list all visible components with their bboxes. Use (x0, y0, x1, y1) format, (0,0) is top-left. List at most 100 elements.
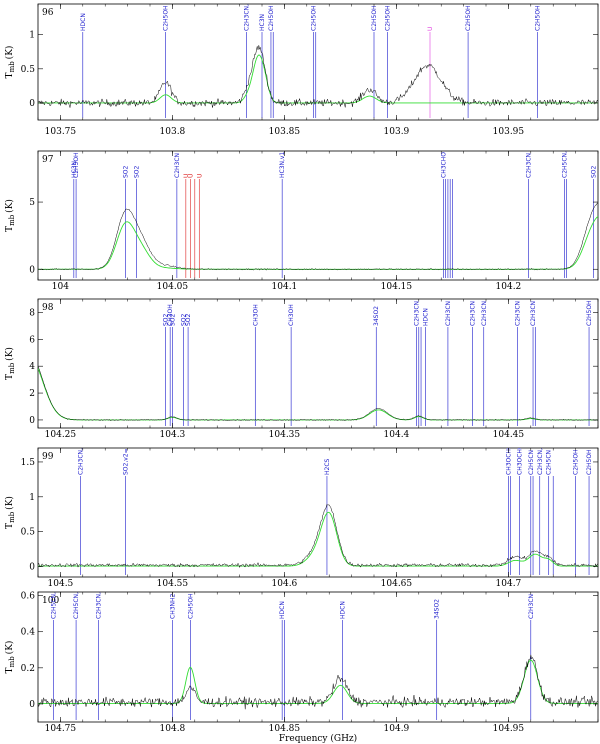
x-tick-label: 104.45 (493, 430, 525, 440)
y-tick-label: 5 (29, 198, 35, 208)
line-marker-label: SO2 (134, 165, 141, 178)
x-tick-label: 104.1 (272, 282, 298, 292)
line-marker-label: HC3N (71, 161, 78, 178)
line-marker-label: 34SO2 (373, 306, 380, 326)
line-marker-label: C2H3CN,v11=1 (243, 0, 250, 31)
x-tick-label: 103.9 (384, 127, 410, 137)
panel-number: 97 (42, 155, 54, 165)
line-marker-label: C2H5OH (268, 5, 275, 31)
line-marker-label: C2H3CN (526, 153, 533, 178)
y-tick-label: 1.5 (21, 458, 36, 468)
line-marker-label: C2H5OH (465, 5, 472, 31)
panel-99: 99 C2H3CN,v11=1 SO2,v2=1 H2CS CH3OCHO CH3OCHO… (4, 428, 599, 589)
x-tick-label: 104.2 (496, 282, 522, 292)
line-marker-label: CH3OH (288, 304, 295, 326)
line-marker-label: C2H5CN,v20=1 (51, 572, 58, 619)
y-tick-label: 0 (29, 700, 35, 710)
x-tick-label: 103.8 (160, 127, 186, 137)
line-marker-label: C2H3CN (514, 301, 521, 326)
line-marker-label: HDCN (340, 601, 347, 619)
x-tick-label: 104.75 (45, 724, 77, 734)
x-tick-label: 104.55 (157, 579, 189, 589)
line-marker-label: HDCN (279, 601, 286, 619)
x-tick-label: 104.35 (269, 430, 301, 440)
x-tick-label: 104.15 (381, 282, 413, 292)
y-tick-label: 0 (29, 563, 35, 573)
line-marker-label: SO2 (591, 165, 598, 178)
x-tick-label: 104.6 (272, 579, 298, 589)
x-tick-label: 104.7 (496, 579, 522, 589)
y-tick-label: 0.6 (21, 592, 36, 602)
line-marker-label: C2H5OH (73, 152, 80, 178)
line-marker-label: C2H3CN,v11=1 (78, 428, 85, 475)
x-tick-label: 104.8 (160, 724, 186, 734)
y-tick-label: 1 (29, 31, 35, 41)
observed-spectrum (38, 504, 598, 569)
line-marker-label: SO2 (185, 313, 192, 326)
line-marker-label: U (183, 174, 190, 178)
observed-spectrum (38, 202, 598, 271)
y-tick-label: 0.5 (21, 65, 36, 75)
x-axis-label: Frequency (GHz) (279, 733, 357, 744)
observed-spectrum (38, 45, 598, 108)
line-marker-label: CH3OCHO (517, 444, 524, 475)
panel-frame (37, 591, 599, 723)
line-marker-label: C2H5OH (535, 5, 542, 31)
y-axis-label: Tmb(K) (4, 347, 16, 380)
y-axis-label: Tmb(K) (4, 641, 16, 674)
line-marker-label: U (187, 174, 194, 178)
line-marker-label: HC3N,v11=1 (279, 139, 286, 178)
line-marker-label: CH3OCHO (505, 444, 512, 475)
line-marker-label: C2H3CN (528, 594, 535, 619)
line-marker-label: C2H3CN,v (537, 444, 544, 475)
x-tick-label: 104.05 (157, 282, 189, 292)
panel-number: 100 (42, 596, 59, 606)
line-marker-label: C2H5OH (573, 449, 580, 475)
x-tick-label: 104 (52, 282, 69, 292)
model-spectrum (38, 216, 598, 270)
x-tick-label: 104.4 (384, 430, 410, 440)
line-marker-label: C2H5CN (528, 450, 535, 475)
x-tick-label: 104.95 (493, 724, 525, 734)
x-tick-label: 104.5 (48, 579, 74, 589)
line-marker-label: C2H3CN (174, 153, 181, 178)
panel-number: 99 (42, 452, 54, 462)
line-marker-label: C2H5OH (586, 449, 593, 475)
x-tick-label: 104.65 (381, 579, 413, 589)
line-marker-label: C2H5CN (546, 450, 553, 475)
line-marker-label: HC3N (259, 14, 266, 31)
y-axis-label: Tmb(K) (4, 46, 16, 79)
panel-number: 96 (42, 8, 54, 18)
line-marker-label: SO2 (169, 313, 176, 326)
line-marker-label: CH3NH2 (169, 593, 176, 619)
line-marker-label: CH3CHO (440, 152, 447, 178)
model-spectrum (38, 368, 598, 421)
line-marker-label: C2H5CN,v20=1 (73, 572, 80, 619)
line-marker-label: SO2 (163, 313, 170, 326)
line-marker-label: C2H3CN (445, 301, 452, 326)
model-spectrum (38, 54, 598, 104)
line-marker-label: U (196, 174, 203, 178)
panel-number: 98 (42, 303, 54, 313)
line-marker-label: H2CS (324, 458, 331, 475)
y-tick-label: 8 (29, 308, 35, 318)
y-tick-label: 4 (29, 362, 35, 372)
y-tick-label: 0.5 (21, 528, 36, 538)
line-marker-label: C2H3CN (470, 301, 477, 326)
panel-frame (37, 298, 599, 429)
observed-spectrum (38, 654, 598, 710)
panel-frame (37, 3, 599, 121)
model-spectrum (38, 511, 598, 567)
y-tick-label: 0.2 (21, 664, 35, 674)
line-marker-label: C2H3CN (481, 301, 488, 326)
x-tick-label: 104.85 (269, 724, 301, 734)
y-axis-label: Tmb(K) (4, 496, 16, 529)
panel-frame (37, 150, 599, 281)
line-marker-label: CH3OH (167, 304, 174, 326)
line-marker-label: SO2 (181, 313, 188, 326)
x-tick-label: 104.9 (384, 724, 410, 734)
